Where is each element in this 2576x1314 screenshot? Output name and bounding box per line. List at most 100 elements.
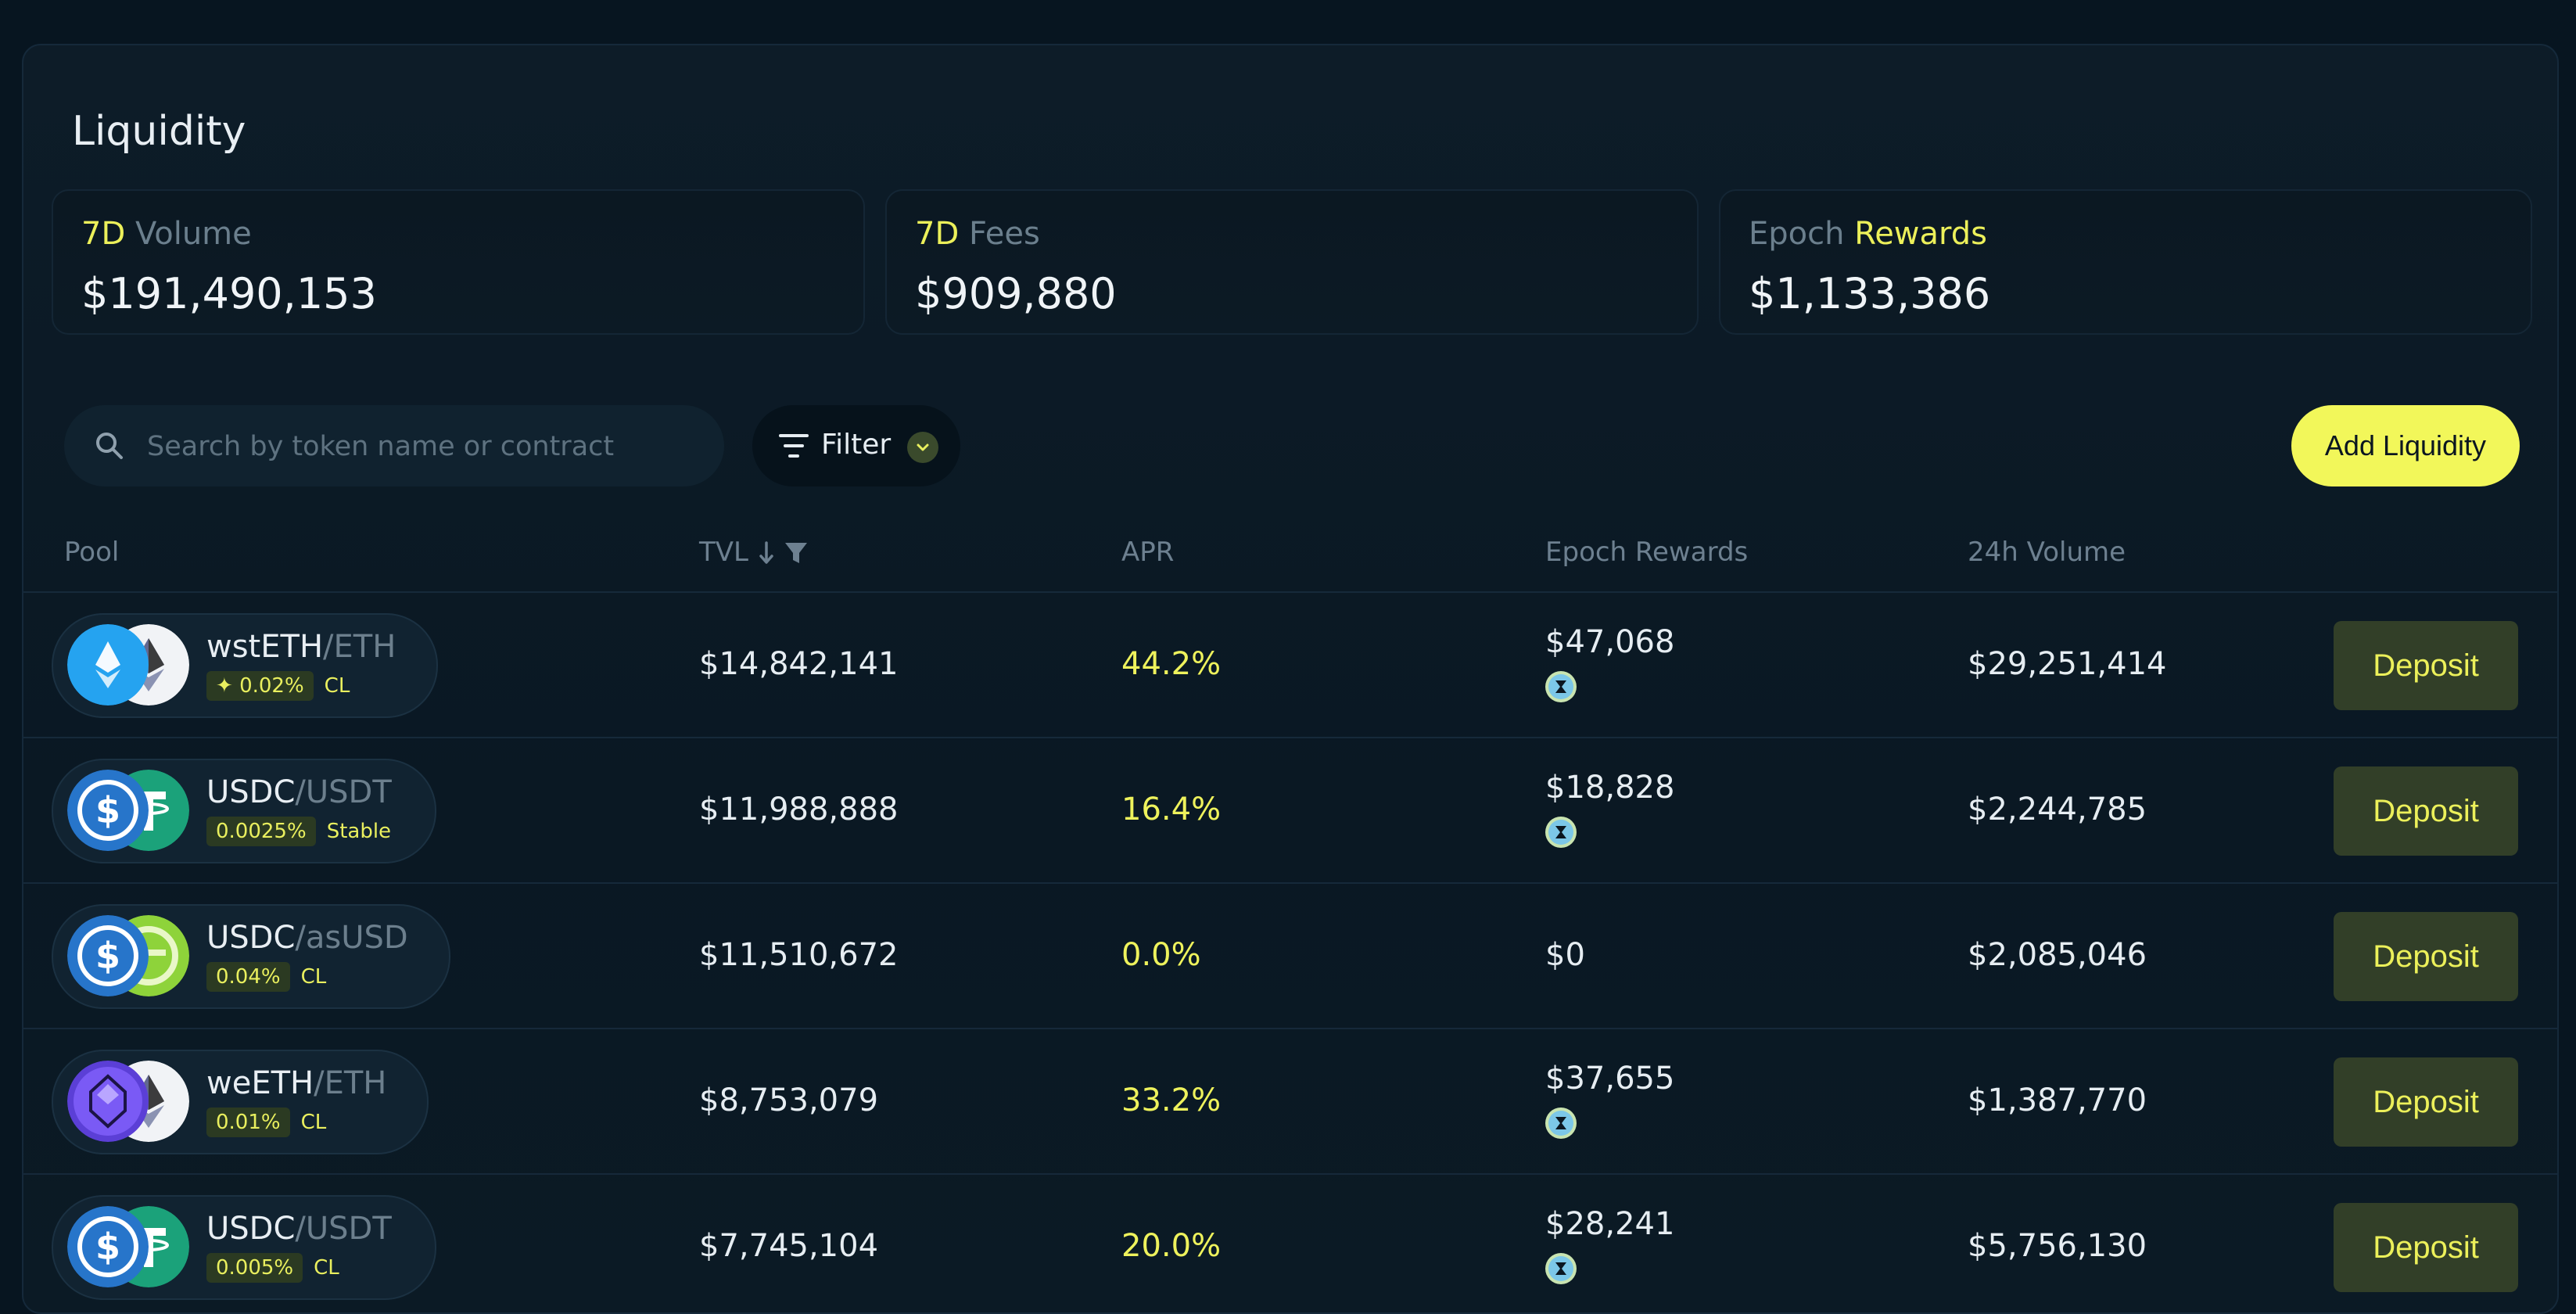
- reward-token-icon: [1545, 1108, 1577, 1139]
- table-row[interactable]: $ USDC/asUSD 0.04% CL $11,510,672 0.0% $0…: [23, 882, 2557, 1029]
- search-box[interactable]: [64, 405, 724, 488]
- pool-kind: CL: [300, 965, 327, 989]
- pool-pill[interactable]: wstETH/ETH ✦ 0.02% CL: [52, 613, 438, 718]
- pool-base-token: wstETH: [206, 629, 324, 665]
- tvl-value: $11,510,672: [699, 937, 899, 973]
- usdc-icon: $: [67, 915, 149, 996]
- stat-card-fees: 7D Fees $909,880: [885, 189, 1699, 335]
- epoch-rewards-value: $28,241: [1545, 1206, 1675, 1242]
- epoch-rewards-value: $47,068: [1545, 624, 1675, 660]
- search-input[interactable]: [145, 405, 696, 488]
- tvl-value: $7,745,104: [699, 1228, 879, 1264]
- filter-button[interactable]: Filter: [752, 405, 960, 486]
- pool-pill[interactable]: $ USDC/USDT 0.005% CL: [52, 1195, 436, 1300]
- svg-text:$: $: [95, 789, 120, 831]
- deposit-button[interactable]: Deposit: [2334, 912, 2518, 1001]
- volume-value: $5,756,130: [1968, 1228, 2147, 1264]
- epoch-rewards-value: $37,655: [1545, 1061, 1675, 1097]
- fee-badge: 0.0025%: [206, 817, 316, 846]
- volume-value: $2,244,785: [1968, 792, 2147, 828]
- page-title: Liquidity: [72, 108, 246, 155]
- pool-quote-token: /ETH: [323, 629, 396, 665]
- pool-pair: wstETH/ETH: [206, 629, 396, 665]
- pool-quote-token: /ETH: [314, 1065, 387, 1101]
- filter-icon: [779, 432, 809, 463]
- table-row[interactable]: $ USDC/USDT 0.005% CL $7,745,104 20.0% $2…: [23, 1173, 2557, 1312]
- pool-badges: 0.01% CL: [206, 1108, 326, 1137]
- pool-pill[interactable]: $ USDC/USDT 0.0025% Stable: [52, 759, 436, 863]
- column-header-tvl[interactable]: TVL: [699, 537, 748, 568]
- sparkle-icon: ✦: [216, 674, 233, 698]
- stat-label-volume: 7D Volume: [81, 216, 252, 252]
- pool-pair: USDC/USDT: [206, 774, 392, 810]
- fee-badge: 0.005%: [206, 1253, 303, 1283]
- reward-token-icon: [1545, 671, 1577, 702]
- column-header-epoch-rewards[interactable]: Epoch Rewards: [1545, 537, 1749, 568]
- deposit-button[interactable]: Deposit: [2334, 1057, 2518, 1147]
- stat-value-volume: $191,490,153: [81, 269, 377, 318]
- fee-badge: 0.04%: [206, 962, 290, 992]
- filter-label: Filter: [821, 429, 892, 461]
- pool-base-token: USDC: [206, 774, 296, 810]
- pool-base-token: USDC: [206, 1211, 296, 1247]
- pool-pair: USDC/USDT: [206, 1211, 392, 1247]
- stat-label-fees: 7D Fees: [915, 216, 1040, 252]
- apr-value: 16.4%: [1121, 792, 1222, 828]
- stat-label-text: Fees: [968, 216, 1040, 252]
- volume-value: $2,085,046: [1968, 937, 2147, 973]
- apr-value: 20.0%: [1121, 1228, 1222, 1264]
- table-row[interactable]: weETH/ETH 0.01% CL $8,753,079 33.2% $37,6…: [23, 1028, 2557, 1175]
- pool-base-token: weETH: [206, 1065, 314, 1101]
- column-header-pool[interactable]: Pool: [64, 537, 120, 568]
- search-icon: [94, 430, 125, 465]
- pool-kind: CL: [300, 1111, 327, 1134]
- stat-label-text: Volume: [135, 216, 252, 252]
- pool-kind: CL: [314, 1256, 339, 1280]
- tvl-value: $8,753,079: [699, 1082, 879, 1118]
- pool-kind: Stable: [326, 820, 392, 843]
- pool-pair: weETH/ETH: [206, 1065, 386, 1101]
- pool-base-token: USDC: [206, 920, 296, 956]
- fee-value: 0.02%: [239, 674, 304, 698]
- apr-value: 33.2%: [1121, 1082, 1222, 1118]
- svg-text:$: $: [95, 935, 120, 977]
- apr-value: 0.0%: [1121, 937, 1201, 973]
- pool-badges: ✦ 0.02% CL: [206, 671, 350, 701]
- sort-desc-icon: [759, 541, 807, 564]
- stat-value-fees: $909,880: [915, 269, 1117, 318]
- tvl-value: $11,988,888: [699, 792, 899, 828]
- apr-value: 44.2%: [1121, 646, 1222, 682]
- pool-badges: 0.04% CL: [206, 962, 326, 992]
- reward-token-icon: [1545, 817, 1577, 848]
- pool-badges: 0.005% CL: [206, 1253, 339, 1283]
- stat-label-highlight: Rewards: [1854, 216, 1988, 252]
- deposit-button[interactable]: Deposit: [2334, 621, 2518, 710]
- epoch-rewards-value: $18,828: [1545, 770, 1675, 806]
- table-row[interactable]: wstETH/ETH ✦ 0.02% CL $14,842,141 44.2% $…: [23, 591, 2557, 738]
- stat-card-rewards: Epoch Rewards $1,133,386: [1719, 189, 2532, 335]
- stat-card-volume: 7D Volume $191,490,153: [52, 189, 865, 335]
- liquidity-panel: Liquidity 7D Volume $191,490,153 7D Fees…: [22, 44, 2559, 1314]
- weeth-icon: [67, 1061, 149, 1142]
- pool-pill[interactable]: weETH/ETH 0.01% CL: [52, 1050, 429, 1154]
- tvl-sort-icons[interactable]: [759, 540, 818, 571]
- volume-value: $29,251,414: [1968, 646, 2167, 682]
- pool-quote-token: /asUSD: [295, 920, 408, 956]
- column-header-24h-volume[interactable]: 24h Volume: [1968, 537, 2126, 568]
- pool-pair: USDC/asUSD: [206, 920, 408, 956]
- volume-value: $1,387,770: [1968, 1082, 2147, 1118]
- svg-text:$: $: [95, 1226, 120, 1268]
- deposit-button[interactable]: Deposit: [2334, 766, 2518, 856]
- pool-quote-token: /USDT: [295, 774, 392, 810]
- table-row[interactable]: $ USDC/USDT 0.0025% Stable $11,988,888 16…: [23, 737, 2557, 884]
- column-header-apr[interactable]: APR: [1121, 537, 1175, 568]
- wsteth-icon: [67, 624, 149, 705]
- stat-value-rewards: $1,133,386: [1749, 269, 1991, 318]
- deposit-button[interactable]: Deposit: [2334, 1203, 2518, 1292]
- pool-pill[interactable]: $ USDC/asUSD 0.04% CL: [52, 904, 450, 1009]
- add-liquidity-button[interactable]: Add Liquidity: [2291, 405, 2520, 486]
- stat-label-text: Epoch: [1749, 216, 1845, 252]
- usdc-icon: $: [67, 770, 149, 851]
- stat-label-highlight: 7D: [915, 216, 960, 252]
- pool-kind: CL: [324, 674, 350, 698]
